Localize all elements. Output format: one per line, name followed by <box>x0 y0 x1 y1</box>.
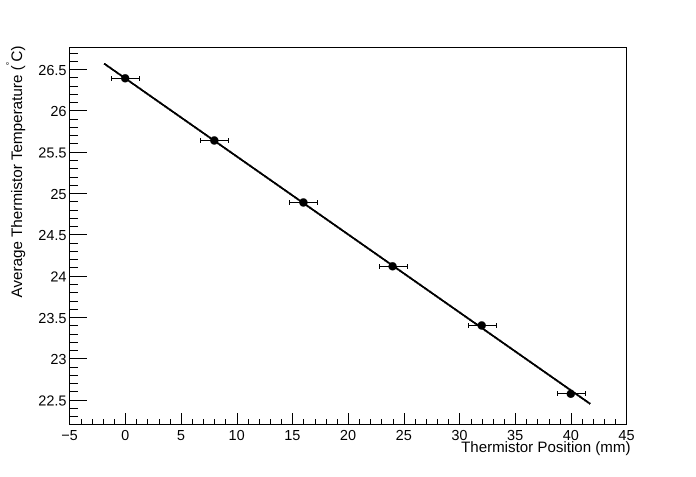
svg-text:30: 30 <box>451 428 467 444</box>
svg-text:5: 5 <box>177 428 185 444</box>
svg-text:0: 0 <box>121 428 129 444</box>
svg-text:10: 10 <box>229 428 245 444</box>
svg-text:22.5: 22.5 <box>38 394 66 410</box>
svg-text:20: 20 <box>340 428 356 444</box>
svg-text:24.5: 24.5 <box>38 228 66 244</box>
svg-text:−5: −5 <box>61 428 78 444</box>
svg-text:25: 25 <box>50 187 66 203</box>
svg-text:25: 25 <box>396 428 412 444</box>
svg-text:35: 35 <box>507 428 523 444</box>
svg-text:15: 15 <box>284 428 300 444</box>
svg-text:Thermistor Position (mm): Thermistor Position (mm) <box>461 439 630 456</box>
svg-text:45: 45 <box>618 428 634 444</box>
svg-text:26.5: 26.5 <box>38 63 66 79</box>
svg-text:25.5: 25.5 <box>38 146 66 162</box>
svg-text:Average Thermistor Temperature: Average Thermistor Temperature (°C) <box>5 46 27 298</box>
svg-text:26: 26 <box>50 104 66 120</box>
svg-text:23: 23 <box>50 352 66 368</box>
svg-text:23.5: 23.5 <box>38 311 66 327</box>
svg-text:40: 40 <box>563 428 579 444</box>
svg-text:24: 24 <box>50 270 66 286</box>
